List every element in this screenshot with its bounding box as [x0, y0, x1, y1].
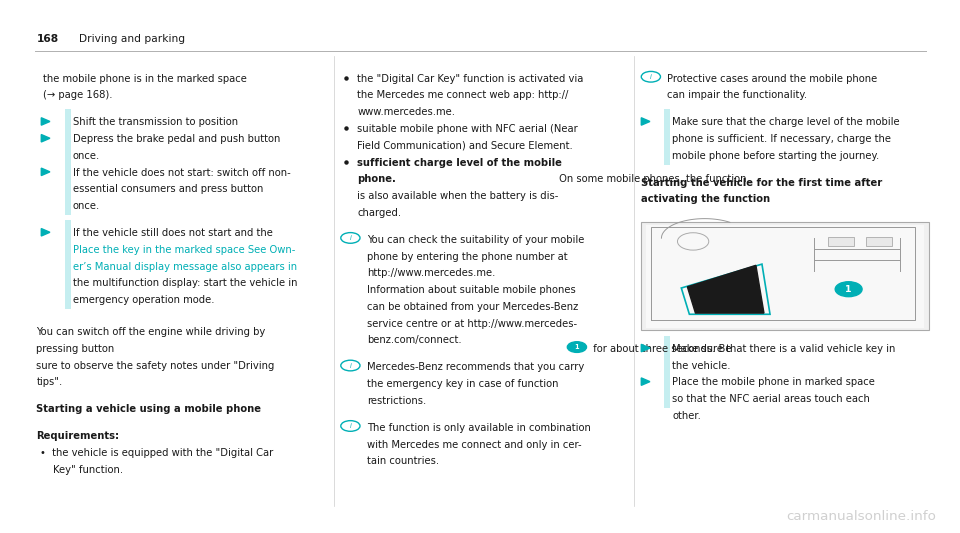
Text: once.: once.	[73, 151, 100, 161]
Text: once.: once.	[73, 201, 100, 211]
Polygon shape	[41, 168, 50, 175]
Text: i: i	[349, 235, 351, 241]
Polygon shape	[687, 265, 764, 313]
Polygon shape	[41, 229, 50, 236]
Text: carmanualsonline.info: carmanualsonline.info	[786, 511, 936, 523]
Bar	[646, 224, 924, 328]
Text: i: i	[650, 74, 652, 80]
Text: the Mercedes me connect web app: http://: the Mercedes me connect web app: http://	[357, 90, 568, 100]
Bar	[65, 220, 71, 309]
Text: Starting a vehicle using a mobile phone: Starting a vehicle using a mobile phone	[36, 405, 261, 414]
Bar	[828, 237, 854, 246]
Text: 168: 168	[36, 34, 59, 44]
Text: Place the mobile phone in marked space: Place the mobile phone in marked space	[672, 377, 878, 387]
Circle shape	[567, 342, 587, 352]
Text: Make sure that there is a valid vehicle key in: Make sure that there is a valid vehicle …	[672, 344, 896, 354]
Bar	[664, 109, 670, 165]
Polygon shape	[41, 134, 50, 142]
Text: http://www.mercedes.me.: http://www.mercedes.me.	[367, 268, 495, 278]
Text: benz.com/connect.: benz.com/connect.	[367, 335, 462, 345]
Text: Mercedes-Benz recommends that you carry: Mercedes-Benz recommends that you carry	[367, 362, 584, 373]
Text: phone by entering the phone number at: phone by entering the phone number at	[367, 252, 567, 262]
Text: sufficient charge level of the mobile: sufficient charge level of the mobile	[357, 157, 562, 167]
Text: the vehicle.: the vehicle.	[672, 360, 731, 370]
Text: sure to observe the safety notes under "Driving: sure to observe the safety notes under "…	[36, 361, 275, 370]
Text: Field Communication) and Secure Element.: Field Communication) and Secure Element.	[357, 141, 573, 151]
Text: suitable mobile phone with NFC aerial (Near: suitable mobile phone with NFC aerial (N…	[357, 124, 578, 134]
Text: On some mobile phones, the function: On some mobile phones, the function	[556, 174, 747, 184]
Text: If the vehicle still does not start and the: If the vehicle still does not start and …	[73, 228, 273, 238]
Text: If the vehicle does not start: switch off non-: If the vehicle does not start: switch of…	[73, 167, 291, 177]
Text: the "Digital Car Key" function is activated via: the "Digital Car Key" function is activa…	[357, 74, 584, 84]
Text: i: i	[349, 362, 351, 368]
Text: You can check the suitability of your mobile: You can check the suitability of your mo…	[367, 235, 584, 245]
Bar	[866, 237, 892, 246]
Polygon shape	[41, 118, 50, 125]
Text: Shift the transmission to position: Shift the transmission to position	[73, 117, 241, 127]
Text: can impair the functionality.: can impair the functionality.	[667, 90, 807, 100]
Text: Make sure that the charge level of the mobile: Make sure that the charge level of the m…	[672, 117, 900, 127]
Text: the emergency key in case of function: the emergency key in case of function	[367, 379, 558, 389]
Text: Key" function.: Key" function.	[53, 465, 123, 475]
Text: Depress the brake pedal and push button: Depress the brake pedal and push button	[73, 134, 283, 144]
Text: You can switch off the engine while driving by: You can switch off the engine while driv…	[36, 327, 266, 337]
Text: tain countries.: tain countries.	[367, 456, 439, 466]
Polygon shape	[641, 378, 650, 385]
Text: Requirements:: Requirements:	[36, 431, 120, 441]
Text: (→ page 168).: (→ page 168).	[43, 90, 112, 100]
Text: Starting the vehicle for the first time after: Starting the vehicle for the first time …	[641, 177, 882, 188]
Text: Driving and parking: Driving and parking	[79, 34, 185, 44]
Text: pressing button: pressing button	[36, 344, 118, 354]
Text: with Mercedes me connect and only in cer-: with Mercedes me connect and only in cer…	[367, 440, 582, 449]
Text: other.: other.	[672, 411, 701, 421]
Text: Place the key in the marked space See Own-: Place the key in the marked space See Ow…	[73, 245, 296, 255]
Text: 1: 1	[846, 285, 852, 294]
Text: Protective cases around the mobile phone: Protective cases around the mobile phone	[667, 74, 877, 84]
Text: The function is only available in combination: The function is only available in combin…	[367, 423, 590, 433]
Text: er’s Manual display message also appears in: er’s Manual display message also appears…	[73, 262, 297, 272]
Bar	[664, 336, 670, 408]
Text: is also available when the battery is dis-: is also available when the battery is di…	[357, 191, 559, 201]
Text: Information about suitable mobile phones: Information about suitable mobile phones	[367, 285, 575, 295]
Text: www.mercedes.me.: www.mercedes.me.	[357, 107, 455, 117]
Text: so that the NFC aerial areas touch each: so that the NFC aerial areas touch each	[672, 394, 870, 404]
Text: phone.: phone.	[357, 174, 396, 184]
Text: •  the vehicle is equipped with the "Digital Car: • the vehicle is equipped with the "Digi…	[40, 448, 274, 458]
Text: phone is sufficient. If necessary, charge the: phone is sufficient. If necessary, charg…	[672, 134, 891, 144]
Text: essential consumers and press button: essential consumers and press button	[73, 184, 267, 195]
Text: service centre or at http://www.mercedes-: service centre or at http://www.mercedes…	[367, 319, 577, 329]
Circle shape	[835, 282, 862, 297]
Polygon shape	[641, 344, 650, 352]
Text: tips".: tips".	[36, 377, 62, 387]
Text: the multifunction display: start the vehicle in: the multifunction display: start the veh…	[73, 278, 298, 288]
Polygon shape	[641, 118, 650, 125]
Text: activating the function: activating the function	[641, 195, 771, 205]
Text: for about three seconds. Be: for about three seconds. Be	[590, 344, 732, 354]
Text: the mobile phone is in the marked space: the mobile phone is in the marked space	[43, 74, 247, 84]
Text: mobile phone before starting the journey.: mobile phone before starting the journey…	[672, 151, 879, 161]
Text: i: i	[349, 423, 351, 429]
Bar	[641, 222, 929, 330]
Text: restrictions.: restrictions.	[367, 396, 426, 406]
Text: charged.: charged.	[357, 208, 401, 218]
Text: 1: 1	[575, 344, 579, 350]
Bar	[65, 109, 71, 215]
Text: emergency operation mode.: emergency operation mode.	[73, 295, 214, 305]
Text: can be obtained from your Mercedes-Benz: can be obtained from your Mercedes-Benz	[367, 302, 578, 312]
